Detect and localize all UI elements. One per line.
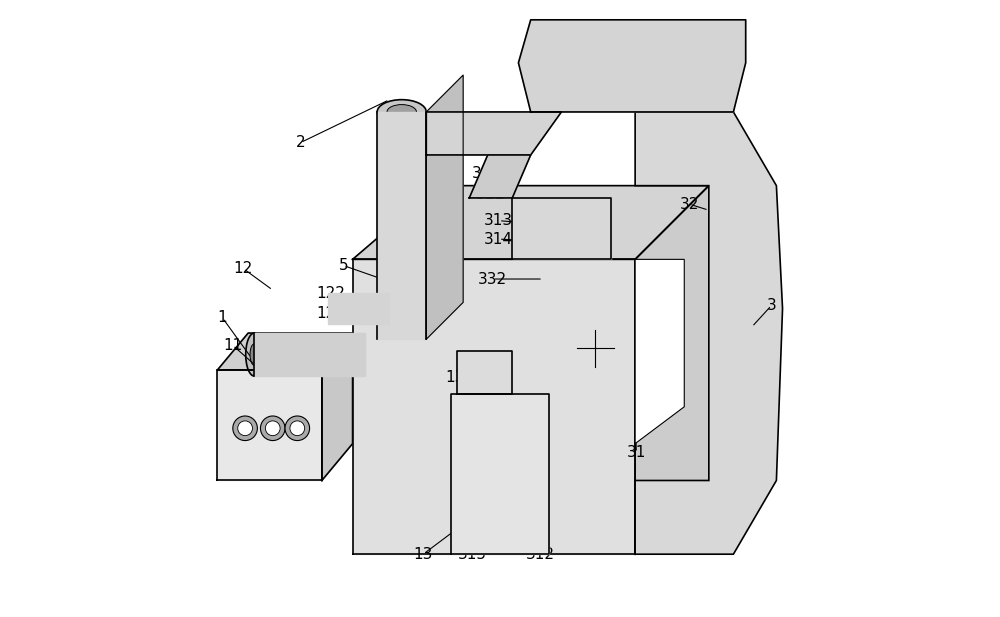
Polygon shape (457, 352, 512, 394)
Polygon shape (377, 112, 426, 339)
Polygon shape (635, 186, 709, 554)
Ellipse shape (574, 321, 617, 376)
Polygon shape (635, 112, 783, 554)
Polygon shape (254, 333, 365, 376)
Circle shape (376, 271, 391, 286)
Ellipse shape (377, 100, 426, 124)
Polygon shape (353, 186, 709, 259)
Text: 332: 332 (478, 271, 507, 286)
Polygon shape (635, 259, 684, 444)
Polygon shape (518, 20, 746, 112)
Ellipse shape (627, 48, 661, 72)
Polygon shape (217, 370, 322, 481)
Text: 331: 331 (472, 166, 501, 181)
Text: 11: 11 (223, 338, 242, 353)
Ellipse shape (540, 281, 650, 416)
Text: 3: 3 (767, 298, 776, 313)
Polygon shape (469, 155, 531, 198)
Circle shape (285, 416, 310, 441)
Text: 13: 13 (414, 547, 433, 561)
Text: 131: 131 (446, 370, 475, 385)
Polygon shape (426, 75, 463, 339)
Text: 315: 315 (458, 547, 487, 561)
Ellipse shape (387, 104, 416, 119)
Ellipse shape (552, 296, 638, 400)
Polygon shape (512, 198, 611, 259)
Circle shape (238, 421, 252, 436)
Text: 121: 121 (317, 306, 346, 321)
Ellipse shape (356, 333, 373, 376)
Polygon shape (426, 112, 561, 155)
Circle shape (479, 478, 521, 520)
Text: 2: 2 (296, 135, 305, 150)
Circle shape (260, 416, 285, 441)
Circle shape (290, 421, 305, 436)
Text: 5: 5 (339, 258, 348, 273)
Circle shape (265, 421, 280, 436)
Ellipse shape (250, 344, 259, 365)
Text: 312: 312 (525, 547, 554, 561)
Polygon shape (451, 394, 549, 554)
Text: 122: 122 (317, 286, 346, 300)
Text: 12: 12 (234, 261, 253, 276)
Circle shape (368, 263, 399, 294)
Polygon shape (353, 259, 635, 554)
Text: 4: 4 (328, 343, 338, 358)
Circle shape (479, 428, 521, 471)
Text: 33: 33 (643, 298, 662, 313)
Polygon shape (217, 333, 353, 370)
Text: 314: 314 (484, 231, 513, 247)
Ellipse shape (246, 333, 263, 376)
Polygon shape (322, 333, 353, 481)
Text: 32: 32 (679, 197, 699, 212)
Text: 1: 1 (218, 310, 227, 325)
Ellipse shape (377, 327, 426, 352)
Text: 313: 313 (484, 213, 513, 228)
Text: 31: 31 (627, 445, 646, 460)
Text: 311: 311 (476, 188, 505, 202)
Circle shape (233, 416, 257, 441)
Circle shape (581, 218, 603, 240)
Polygon shape (328, 293, 389, 324)
